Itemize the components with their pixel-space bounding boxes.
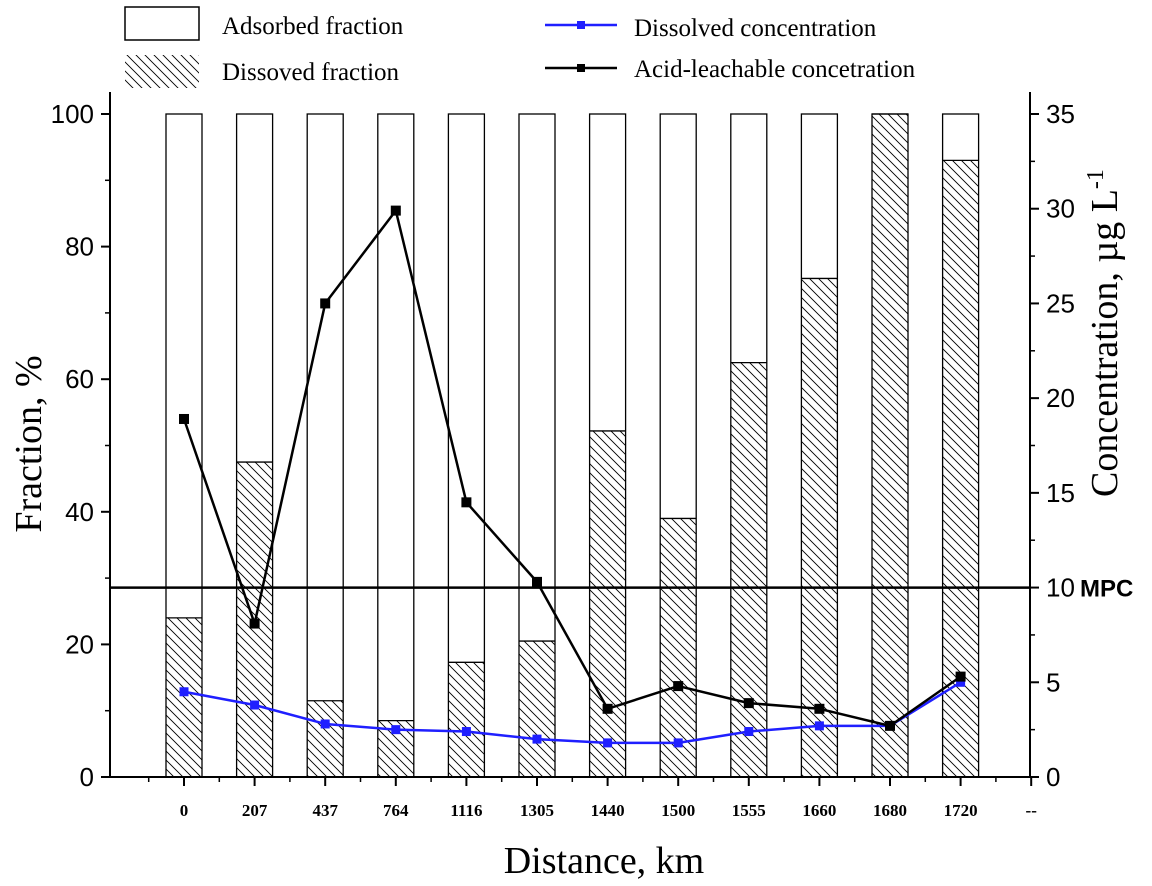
bar-dissoved-1660 (801, 278, 838, 777)
y-left-tick-label-80: 80 (65, 232, 94, 262)
y-right-tick-label-20: 20 (1046, 383, 1075, 413)
bars (165, 113, 980, 778)
series-1-point-1680 (885, 720, 895, 731)
axes (101, 92, 1039, 786)
y-left-tick-label-40: 40 (65, 497, 94, 527)
series-0-point-1720 (956, 677, 966, 687)
line-series (179, 205, 966, 748)
x-tick-label-12: -- (1026, 801, 1038, 820)
y-right-tick-label-35: 35 (1046, 99, 1075, 129)
legend-label-dissoved: Dissoved fraction (222, 59, 400, 86)
series-0-point-1500 (673, 738, 683, 748)
legend-swatch-dissoved (125, 55, 199, 88)
y-right-tick-label-10: 10 (1046, 573, 1075, 603)
bar-dissoved-1500 (660, 518, 697, 777)
y-right-tick-label-30: 30 (1046, 194, 1075, 224)
bar-dissoved-1680 (872, 114, 908, 777)
tick-labels: 0 20 40 60 80 100 0 5 10 15 20 25 30 35 0 207 437 764 1116… (51, 99, 1075, 820)
x-tick-label-5: 1305 (520, 801, 554, 820)
legend-marker-dissolved-conc (577, 21, 585, 29)
series-1-point-207 (249, 618, 260, 629)
y-left-tick-label-100: 100 (51, 99, 94, 129)
y-left-tick-label-0: 0 (80, 762, 94, 792)
series-0-point-207 (250, 700, 260, 710)
legend: Adsorbed fraction Dissoved fraction Diss… (124, 6, 916, 88)
mpc-label: MPC (1080, 576, 1133, 603)
bar-adsorbed-1500 (660, 114, 697, 519)
bar-adsorbed-437 (307, 114, 344, 701)
series-1-point-1440 (602, 703, 613, 714)
series-0-point-1555 (744, 727, 754, 737)
legend-marker-acid-conc (577, 64, 585, 72)
bar-adsorbed-1305 (519, 114, 555, 642)
y-axis-right-title-main: Concentration, µg L (1084, 189, 1126, 497)
series-1-point-1305 (532, 576, 542, 587)
bar-dissoved-1305 (519, 641, 555, 777)
y-right-tick-label-15: 15 (1046, 478, 1075, 508)
series-0-point-764 (391, 725, 401, 735)
series-line-0 (183, 681, 962, 745)
series-0-point-1116 (461, 727, 471, 737)
x-tick-label-0: 0 (180, 801, 189, 820)
bar-adsorbed-1440 (589, 114, 626, 431)
bar-adsorbed-1116 (448, 114, 485, 663)
series-1-point-1116 (461, 497, 472, 508)
series-0-point-1660 (814, 721, 824, 731)
x-tick-label-7: 1500 (661, 801, 695, 820)
y-axis-left-title: Fraction, % (8, 355, 50, 532)
legend-label-dissolved-conc: Dissolved concentration (634, 15, 877, 42)
y-right-tick-label-5: 5 (1046, 667, 1060, 697)
y-axis-right-title-sup: -1 (1083, 169, 1109, 189)
series-1-point-1555 (743, 698, 754, 709)
x-tick-label-6: 1440 (591, 801, 625, 820)
legend-label-acid-conc: Acid-leachable concetration (634, 56, 916, 83)
bar-adsorbed-0 (166, 114, 202, 618)
legend-label-adsorbed: Adsorbed fraction (222, 13, 404, 40)
x-tick-label-11: 1720 (944, 801, 978, 820)
bar-adsorbed-764 (377, 114, 414, 721)
bar-adsorbed-1555 (730, 114, 767, 363)
y-left-tick-label-20: 20 (65, 629, 94, 659)
y-left-tick-label-60: 60 (65, 364, 94, 394)
legend-swatch-adsorbed (124, 6, 200, 41)
series-0-point-437 (320, 719, 330, 729)
series-1-point-0 (179, 413, 189, 424)
series-1-point-437 (320, 298, 331, 309)
series-0-point-1440 (603, 738, 613, 748)
series-1-point-764 (390, 205, 401, 216)
bar-dissoved-1440 (589, 430, 626, 777)
x-tick-label-10: 1680 (873, 801, 907, 820)
y-right-tick-label-0: 0 (1046, 762, 1060, 792)
x-axis-title: Distance, km (504, 840, 705, 882)
reference-line: MPC (110, 576, 1133, 603)
bar-dissoved-1116 (448, 662, 485, 777)
series-1-point-1500 (673, 681, 684, 692)
series-0-point-1305 (532, 734, 542, 744)
bar-adsorbed-207 (236, 114, 273, 463)
y-axis-right-title: Concentration, µg L-1 (1083, 169, 1126, 497)
x-tick-label-9: 1660 (802, 801, 836, 820)
x-tick-label-4: 1116 (450, 801, 482, 820)
series-line-1 (182, 209, 962, 728)
series-1-point-1720 (955, 671, 966, 682)
bar-dissoved-1555 (730, 362, 767, 777)
x-tick-label-3: 764 (383, 801, 409, 820)
bar-dissoved-437 (307, 700, 344, 777)
bar-adsorbed-1720 (942, 114, 979, 161)
bar-adsorbed-1660 (801, 114, 838, 279)
x-tick-label-2: 437 (312, 801, 338, 820)
bar-dissoved-0 (166, 617, 202, 777)
series-0-point-0 (179, 687, 189, 697)
x-tick-label-8: 1555 (732, 801, 766, 820)
x-tick-label-1: 207 (242, 801, 268, 820)
series-1-point-1660 (814, 703, 825, 714)
y-right-tick-label-25: 25 (1046, 288, 1075, 318)
